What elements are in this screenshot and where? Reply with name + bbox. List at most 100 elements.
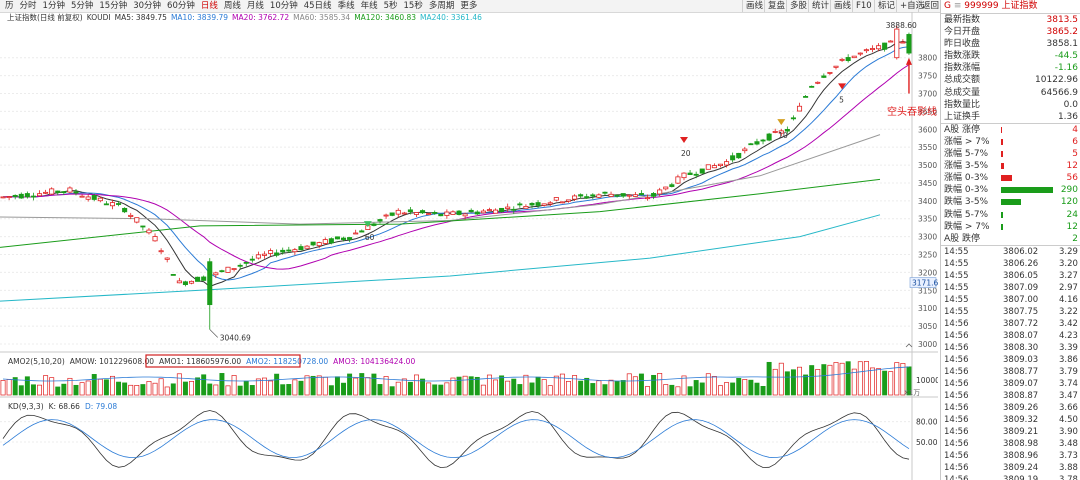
breadth-row[interactable]: A股 跌停 2 [941, 233, 1080, 245]
candle [128, 214, 134, 217]
period-tab[interactable]: 45日线 [303, 1, 332, 11]
tick-vol: 3.42 [1059, 318, 1078, 329]
period-tab[interactable]: 5秒 [383, 1, 398, 11]
tick-row: 14:55 3807.09 2.97 [941, 282, 1080, 294]
breadth-row[interactable]: 跌幅 3-5% 120 [941, 196, 1080, 208]
tick-list[interactable]: 14:55 3806.02 3.29 14:55 3806.26 3.20 14:55 380… [941, 246, 1080, 480]
breadth-label: A股 跌停 [944, 233, 981, 244]
period-tab[interactable]: 5分钟 [70, 1, 94, 11]
mark-button[interactable]: 标记 [874, 0, 898, 12]
y-tick-label: 3350 [918, 215, 937, 224]
breadth-row[interactable]: 涨幅 3-5% 12 [941, 160, 1080, 172]
tick-time: 14:56 [944, 462, 969, 473]
marker-label: 10 [778, 131, 788, 140]
menu-button[interactable]: 历 [5, 1, 14, 11]
volume-bar [803, 374, 809, 396]
breadth-bar [1001, 138, 1003, 145]
amo-line [2, 366, 910, 382]
tick-price: 3808.30 [1003, 342, 1039, 353]
period-tab[interactable]: 15秒 [403, 1, 423, 11]
breadth-row[interactable]: 跌幅 > 7% 12 [941, 221, 1080, 233]
chart-area[interactable]: 上证指数(日线 前复权) KOUDI MA5: 3849.75 MA10: 3839.… [0, 12, 940, 480]
tick-time: 14:56 [944, 330, 969, 341]
breadth-row[interactable]: 涨幅 > 7% 6 [941, 136, 1080, 148]
candle [632, 194, 638, 197]
candle [529, 202, 535, 206]
y-tick-label: 3650 [918, 107, 937, 116]
period-tab[interactable]: 15分钟 [99, 1, 128, 11]
period-tab[interactable]: 更多 [460, 1, 478, 11]
candle [511, 208, 517, 211]
period-tab[interactable]: 年线 [360, 1, 378, 11]
breadth-bar [1001, 223, 1003, 230]
period-tab[interactable]: 30分钟 [133, 1, 162, 11]
volume-bar [614, 380, 620, 396]
candle [383, 214, 389, 217]
period-tab[interactable]: 60分钟 [167, 1, 195, 11]
f10-button[interactable]: F10 [852, 0, 875, 12]
volume-bar [420, 378, 426, 396]
breadth-row[interactable]: 跌幅 5-7% 24 [941, 209, 1080, 221]
candle [61, 191, 67, 194]
draw-line-button[interactable]: 画线 [830, 0, 854, 12]
dropdown-icon[interactable]: ≡ [953, 1, 962, 11]
tick-time: 14:56 [944, 426, 969, 437]
period-tab[interactable]: 日线 [200, 1, 218, 11]
back-button[interactable]: 返回 [918, 0, 942, 12]
volume-bar [815, 369, 821, 396]
replay-button[interactable]: 复盘 [764, 0, 788, 12]
draw-button[interactable]: 画线 [742, 0, 766, 12]
stat-row: 总成交量 64566.9 [941, 87, 1080, 99]
volume-bar [578, 380, 584, 396]
high-price-label: 3888.60 [886, 21, 917, 30]
expand-up-icon[interactable] [905, 343, 913, 348]
volume-bar [12, 377, 18, 396]
breadth-row[interactable]: 跌幅 0-3% 290 [941, 184, 1080, 196]
tick-price: 3807.00 [1003, 294, 1039, 305]
period-tab[interactable]: 季线 [337, 1, 355, 11]
stat-label: 今日开盘 [944, 27, 981, 38]
breadth-value: 12 [1066, 161, 1078, 172]
volume-bar [699, 382, 705, 396]
tick-vol: 3.27 [1059, 270, 1078, 281]
breadth-row[interactable]: 涨幅 5-7% 5 [941, 148, 1080, 160]
tick-row: 14:55 3806.02 3.29 [941, 246, 1080, 258]
breadth-label: 跌幅 > 7% [944, 221, 990, 232]
volume-bar [359, 373, 365, 396]
tick-price: 3809.24 [1003, 462, 1039, 473]
statistics-button[interactable]: 统计 [808, 0, 832, 12]
stat-row: 指数涨幅 -1.16 [941, 62, 1080, 74]
candle [334, 236, 340, 240]
add-watchlist-button[interactable]: +自选 [896, 0, 927, 12]
multi-stock-button[interactable]: 多股 [786, 0, 810, 12]
period-tab[interactable]: 多周期 [428, 1, 455, 11]
candle [796, 105, 803, 112]
period-tab[interactable]: 1分钟 [42, 1, 65, 11]
volume-bar [784, 371, 790, 396]
breadth-row[interactable]: A股 涨停 4 [941, 124, 1080, 136]
breadth-row[interactable]: 涨幅 0-3% 56 [941, 172, 1080, 184]
tick-price: 3808.77 [1003, 366, 1039, 377]
candle [274, 252, 280, 256]
candle [407, 209, 413, 213]
volume-bar [839, 362, 845, 396]
volume-bar [37, 384, 42, 396]
period-tab[interactable]: 周线 [223, 1, 241, 11]
volume-bar [395, 381, 401, 396]
volume-bar [632, 376, 638, 396]
candle [876, 45, 882, 50]
volume-bar [158, 378, 164, 396]
candle [413, 212, 420, 215]
period-tab[interactable]: 月线 [246, 1, 264, 11]
volume-bar [207, 383, 213, 396]
volume-bar [310, 375, 316, 396]
tick-price: 3809.32 [1003, 414, 1039, 425]
tick-row: 14:55 3806.26 3.20 [941, 258, 1080, 270]
volume-bar [67, 377, 73, 396]
y-tick-label: 3550 [918, 143, 937, 152]
stat-label: 最新指数 [944, 15, 981, 25]
period-tab[interactable]: 10分钟 [269, 1, 298, 11]
kline-chart[interactable]: 上证指数(日线 前复权) KOUDI MA5: 3849.75 MA10: 3839.… [0, 12, 940, 480]
period-tab[interactable]: 分时 [19, 1, 37, 11]
volume-bar [626, 373, 632, 396]
